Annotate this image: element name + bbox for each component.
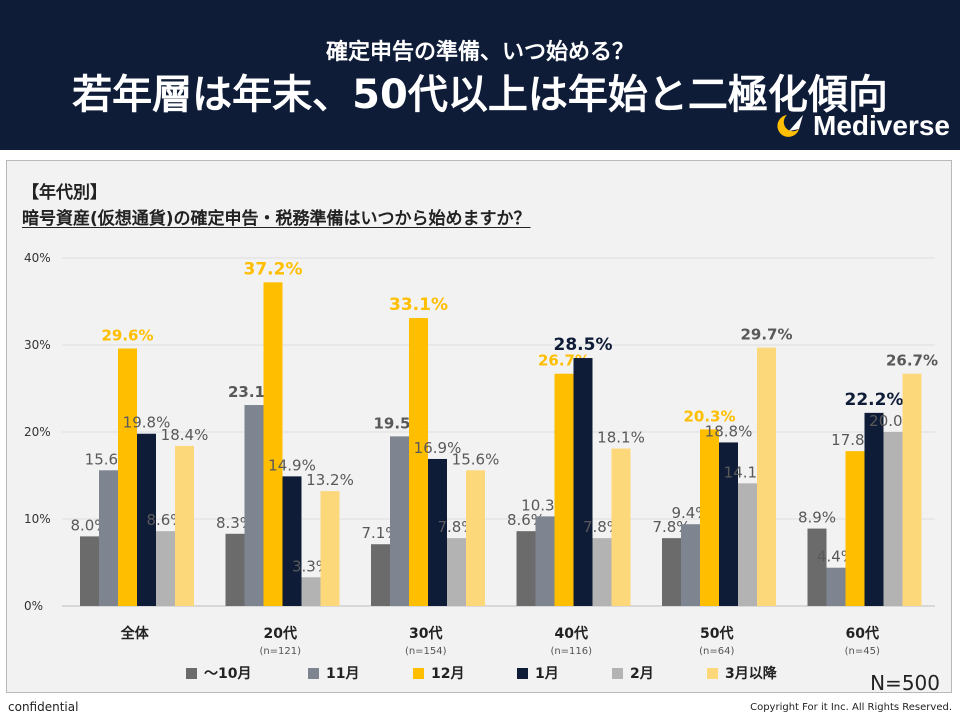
- y-tick-label: 20%: [24, 425, 51, 439]
- bar: [225, 533, 245, 606]
- data-label: 18.4%: [161, 426, 209, 444]
- data-label: 14.9%: [268, 456, 316, 474]
- legend-label: 1月: [535, 666, 559, 682]
- data-label: 26.7%: [886, 352, 938, 370]
- sample-size: N=500: [870, 671, 940, 695]
- bar: [175, 445, 194, 606]
- category-label: 全体: [120, 625, 150, 642]
- category-label: 50代: [700, 625, 733, 642]
- bar: [535, 516, 555, 606]
- bar: [390, 436, 409, 606]
- data-label: 15.6%: [452, 450, 500, 468]
- bar: [320, 491, 340, 606]
- header-banner: 確定申告の準備、いつ始める？ 若年層は年末、50代以上は年始と二極化傾向 Med…: [0, 0, 960, 150]
- category-label: 30代: [409, 625, 442, 642]
- brand-name: Mediverse: [813, 110, 950, 141]
- legend-swatch: [707, 668, 718, 679]
- data-label: 22.2%: [845, 390, 904, 410]
- bar: [883, 432, 903, 606]
- data-label: 29.7%: [740, 326, 792, 344]
- data-label: 37.2%: [244, 259, 303, 279]
- bar: [466, 470, 485, 606]
- data-label: 16.9%: [414, 439, 462, 457]
- data-label: 33.1%: [389, 295, 448, 315]
- data-label: 19.8%: [123, 414, 171, 432]
- legend-swatch: [517, 668, 528, 679]
- y-tick-label: 40%: [24, 251, 51, 265]
- bar: [807, 528, 827, 606]
- bar: [662, 538, 681, 606]
- bar: [244, 405, 264, 606]
- category-tag: 【年代別】: [22, 183, 107, 203]
- bar: [263, 282, 283, 606]
- bar: [554, 373, 574, 606]
- legend-label: ～10月: [204, 666, 251, 682]
- data-label: 8.9%: [798, 509, 836, 527]
- category-n-label: (n=116): [550, 646, 592, 657]
- category-n-label: (n=121): [259, 646, 301, 657]
- rocket-moon-icon: [777, 115, 804, 137]
- legend-label: 12月: [431, 666, 464, 682]
- category-label: 20代: [264, 625, 297, 642]
- category-n-label: (n=154): [405, 646, 447, 657]
- bar: [573, 358, 593, 606]
- bar: [118, 348, 137, 606]
- bar: [757, 347, 776, 606]
- bar: [864, 412, 884, 606]
- bar: [738, 483, 757, 606]
- y-tick-label: 0%: [24, 599, 43, 613]
- legend-swatch: [308, 668, 319, 679]
- legend-swatch: [612, 668, 623, 679]
- bar: [592, 538, 612, 606]
- category-label: 60代: [846, 625, 879, 642]
- legend-label: 2月: [630, 666, 654, 682]
- data-label: 13.2%: [306, 471, 354, 489]
- legend-label: 3月以降: [725, 665, 778, 682]
- bar: [301, 577, 321, 606]
- brand-logo: Mediverse: [773, 110, 950, 142]
- bar: [700, 429, 719, 606]
- bar: [681, 524, 700, 606]
- bar: [137, 433, 156, 606]
- bar: [80, 536, 99, 606]
- legend-label: 11月: [326, 666, 359, 682]
- survey-question: 暗号資産(仮想通貨)の確定申告・税務準備はいつから始めますか？: [22, 209, 531, 229]
- header-subtitle: 確定申告の準備、いつ始める？: [325, 40, 634, 65]
- data-label: 28.5%: [554, 335, 613, 355]
- bar: [428, 458, 447, 606]
- data-label: 18.1%: [597, 429, 645, 447]
- confidential-note: confidential: [8, 700, 79, 714]
- bar: [902, 373, 922, 606]
- bar: [516, 531, 536, 606]
- bar: [156, 531, 175, 606]
- data-label: 18.8%: [705, 422, 753, 440]
- category-label: 40代: [555, 625, 588, 642]
- bar: [371, 544, 390, 606]
- bar: [845, 451, 865, 606]
- category-n-label: (n=64): [699, 646, 734, 657]
- bar: [282, 476, 302, 606]
- category-n-label: (n=45): [845, 646, 880, 657]
- copyright: Copyright For it Inc. All Rights Reserve…: [750, 702, 952, 713]
- bar: [719, 442, 738, 606]
- y-tick-label: 30%: [24, 338, 51, 352]
- y-tick-label: 10%: [24, 512, 51, 526]
- bar: [409, 318, 428, 606]
- bar: [611, 448, 631, 606]
- legend-swatch: [413, 668, 424, 679]
- bar: [826, 567, 846, 606]
- data-label: 29.6%: [101, 326, 153, 344]
- bar: [99, 470, 118, 606]
- bar: [447, 538, 466, 606]
- header-title: 若年層は年末、50代以上は年始と二極化傾向: [72, 72, 888, 118]
- legend-swatch: [186, 668, 197, 679]
- data-label: 20.3%: [683, 407, 735, 425]
